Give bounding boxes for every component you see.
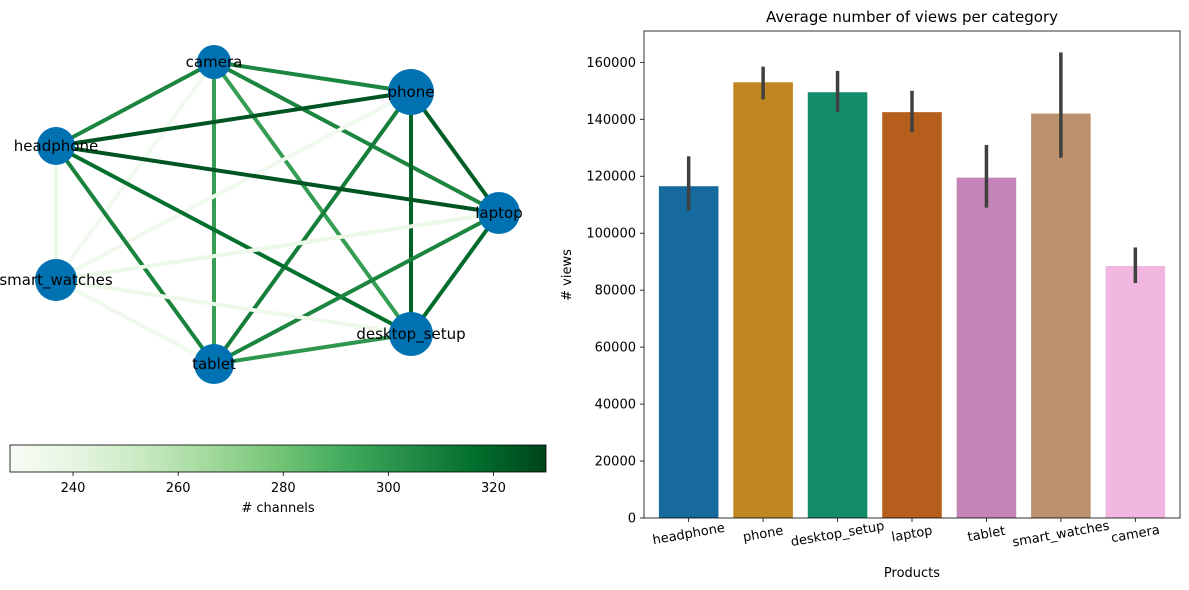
y-tick-label: 100000 [586,227,636,242]
edge-phone-laptop [409,90,501,215]
colorbar-tick-label: 280 [271,481,296,496]
edge-headphone-tablet [54,144,216,366]
edge-laptop-smart_watches [55,211,500,282]
bar-tablet [956,177,1017,518]
network-nodes [35,45,520,384]
y-tick-label: 0 [628,512,636,527]
edge-phone-headphone [55,90,412,148]
edge-laptop-tablet [213,211,500,366]
bar-laptop [882,112,942,519]
node-desktop_setup [389,312,433,356]
node-tablet [194,344,234,384]
y-tick-label: 160000 [586,56,636,71]
x-tick-label-laptop: laptop [891,524,934,546]
colorbar-tick-label: 320 [481,481,506,496]
bar-headphone [658,186,719,519]
network-graph: camera phone headphone laptop smart_watchesd… [0,45,523,384]
bar-chart: Average number of views per category 0 20… [560,8,1181,581]
x-tick-label-camera: camera [1110,523,1161,546]
x-tick-label-desktop_setup: desktop_setup [790,519,886,550]
edge-camera-laptop [213,60,500,215]
x-axis-label: Products [884,566,940,581]
x-tick-label-tablet: tablet [967,524,1007,545]
edge-laptop-desktop_setup [409,211,501,336]
node-label-tablet: tablet [192,355,236,373]
x-axis-ticks: headphone phone desktop_setup laptop tablet s… [651,518,1161,551]
node-label-camera: camera [186,53,243,71]
bar-smart_watches [1031,113,1091,519]
network-edges [54,60,501,366]
node-label-laptop: laptop [475,204,522,222]
y-axis-ticks: 0 20000 40000 60000 80000 100000 120000 140000 1… [586,56,644,527]
y-axis-label: # views [560,249,575,301]
colorbar-tick-label: 260 [166,481,191,496]
colorbar-ticks: 240 260 280 300 320 [61,472,506,496]
x-tick-label-headphone: headphone [651,521,726,548]
y-tick-label: 60000 [595,341,636,356]
node-label-smart_watches: smart_watches [0,271,113,290]
node-camera [197,45,231,79]
edge-smart_watches-tablet [55,278,215,366]
error-bars [686,52,1138,284]
y-tick-label: 120000 [586,170,636,185]
colorbar-gradient [9,444,547,473]
y-tick-label: 20000 [595,455,636,470]
edge-headphone-desktop_setup [55,144,412,336]
colorbar-tick-label: 300 [376,481,401,496]
colorbar-tick-label: 240 [61,481,86,496]
edge-camera-phone [213,60,412,94]
node-label-phone: phone [388,83,435,101]
edge-phone-smart_watches [55,90,412,282]
bars [658,82,1166,519]
edge-phone-tablet [212,90,413,366]
edge-camera-desktop_setup [212,60,413,336]
node-label-desktop_setup: desktop_setup [356,325,465,344]
edge-camera-headphone [55,60,215,148]
node-phone [388,69,434,115]
node-label-headphone: headphone [14,137,98,155]
edge-smart_watches-desktop_setup [55,278,412,336]
node-headphone [37,127,75,165]
y-tick-label: 140000 [586,113,636,128]
node-smart_watches [35,259,77,301]
edge-desktop_setup-tablet [213,332,412,366]
bar-phone [733,82,793,519]
bar-desktop_setup [807,92,868,519]
node-laptop [478,192,520,234]
y-tick-label: 80000 [595,284,636,299]
x-tick-label-smart_watches: smart_watches [1011,519,1111,551]
network-node-labels: camera phone headphone laptop smart_watchesd… [0,53,523,373]
colorbar: 240 260 280 300 320 # channels [9,444,547,516]
y-tick-label: 40000 [595,398,636,413]
bar-chart-title: Average number of views per category [766,8,1058,26]
x-tick-label-phone: phone [742,524,785,546]
edge-camera-smart_watches [54,60,216,282]
colorbar-label: # channels [241,501,314,516]
bar-camera [1105,265,1166,518]
edge-headphone-laptop [55,144,500,215]
